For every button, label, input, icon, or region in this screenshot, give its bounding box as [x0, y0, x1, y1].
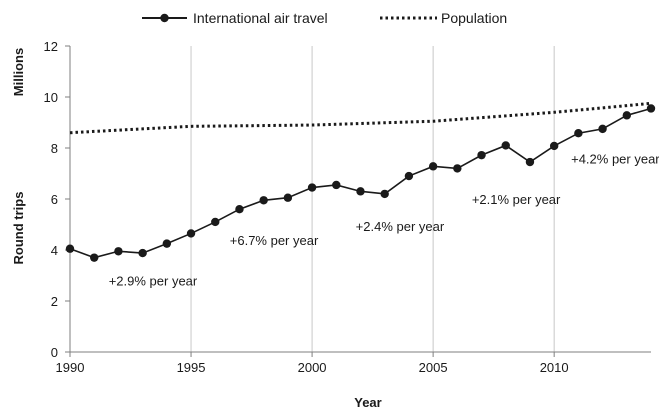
gridlines [190, 46, 555, 352]
data-point-air-travel [235, 205, 244, 214]
data-point-air-travel [283, 193, 293, 202]
x-tick-label: 2005 [419, 360, 448, 375]
axes [65, 45, 651, 357]
data-point-air-travel [90, 253, 99, 262]
data-point-air-travel [259, 196, 268, 205]
y-tick-label: 0 [51, 345, 58, 360]
x-tick-labels: 1990 1995 2000 2005 2010 [56, 360, 569, 375]
data-point-air-travel [380, 189, 389, 199]
data-point-air-travel [525, 157, 535, 167]
y-tick-label: 4 [51, 243, 58, 258]
data-point-air-travel [501, 141, 510, 150]
legend: International air travel Population [142, 10, 507, 26]
data-point-air-travel [622, 111, 631, 120]
legend-label-air-travel: International air travel [193, 10, 328, 26]
y-axis-unit: Millions [11, 48, 26, 96]
data-point-air-travel [549, 141, 559, 151]
series-line-air-travel [69, 107, 652, 259]
growth-rate-annotation: +2.9% per year [109, 274, 198, 289]
y-tick-label: 6 [51, 192, 58, 207]
data-point-air-travel [211, 217, 220, 227]
data-point-air-travel [332, 180, 341, 190]
y-axis-title: Round trips [11, 192, 26, 265]
growth-rate-annotation: +2.1% per year [472, 192, 561, 207]
annotations: +2.9% per year +6.7% per year +2.4% per ye… [109, 151, 659, 288]
growth-rate-annotation: +2.4% per year [356, 219, 445, 234]
data-point-air-travel [646, 104, 656, 113]
legend-label-population: Population [441, 10, 507, 26]
y-tick-label: 8 [51, 141, 58, 156]
data-point-air-travel [477, 150, 486, 160]
y-tick-label: 2 [51, 294, 58, 309]
data-point-air-travel [598, 124, 607, 134]
growth-rate-annotation: +4.2% per year [571, 151, 659, 166]
data-point-air-travel [453, 164, 462, 173]
data-point-air-travel [162, 239, 172, 248]
growth-rate-annotation: +6.7% per year [230, 233, 319, 248]
y-tick-label: 12 [44, 39, 58, 54]
series-group [65, 101, 656, 262]
x-tick-label: 2010 [540, 360, 569, 375]
legend-marker-air-travel [160, 13, 169, 23]
data-point-air-travel [356, 187, 365, 196]
x-tick-label: 1995 [177, 360, 206, 375]
data-point-air-travel [404, 171, 414, 181]
data-point-air-travel [574, 129, 583, 138]
data-point-air-travel [428, 162, 438, 171]
series-line-population [69, 101, 652, 135]
y-tick-labels: 0 2 4 6 8 10 12 [44, 39, 58, 360]
x-tick-label: 1990 [56, 360, 85, 375]
data-point-air-travel [65, 244, 75, 253]
data-point-air-travel [114, 247, 123, 256]
data-point-air-travel [307, 183, 317, 192]
x-axis-title: Year [354, 395, 381, 410]
y-tick-label: 10 [44, 90, 58, 105]
data-point-air-travel [186, 229, 196, 238]
data-point-air-travel [138, 248, 147, 258]
x-tick-label: 2000 [298, 360, 327, 375]
